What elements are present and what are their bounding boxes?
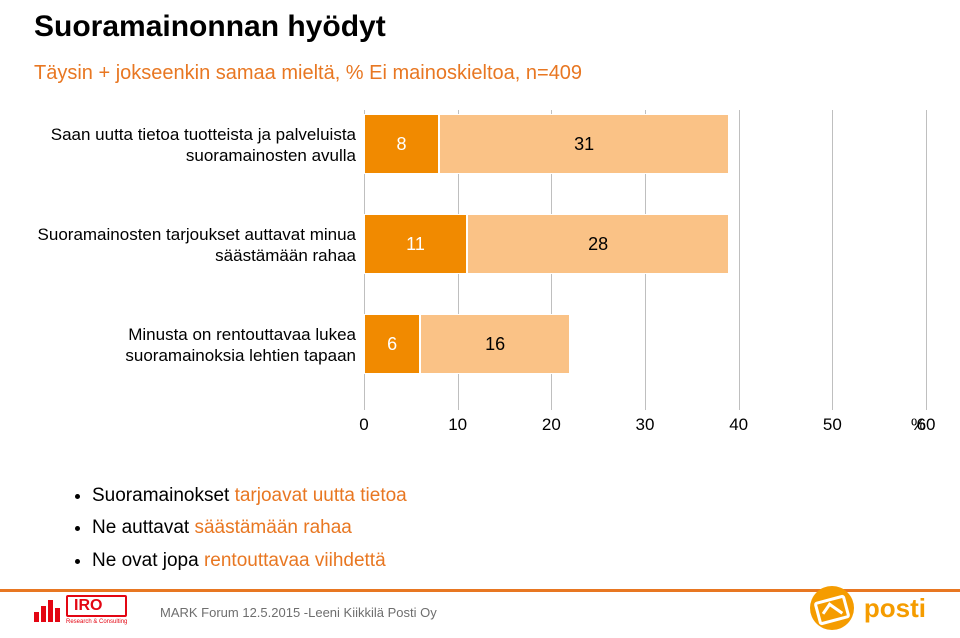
bar-segment-2: 31 (439, 114, 729, 174)
bar-segment-1: 6 (364, 314, 420, 374)
list-item: Suoramainokset tarjoavat uutta tietoa (92, 480, 407, 512)
gridline (926, 110, 927, 410)
bar-segment-2: 16 (420, 314, 570, 374)
bar-row-label: Suoramainosten tarjoukset auttavat minua… (34, 224, 356, 267)
iro-bars-icon (34, 598, 60, 622)
bar-group: 1128 (364, 214, 729, 274)
page-title: Suoramainonnan hyödyt (34, 10, 386, 44)
x-tick-label: 10 (448, 415, 467, 435)
bar-row-label: Saan uutta tietoa tuotteista ja palvelui… (34, 124, 356, 167)
bar-segment-2: 28 (467, 214, 729, 274)
posti-logo: posti (810, 586, 926, 630)
bar-row-label: Minusta on rentouttavaa lukea suoramaino… (34, 324, 356, 367)
iro-logo: IRO Research & Consulting (34, 588, 144, 632)
footer-text: MARK Forum 12.5.2015 -Leeni Kiikkilä Pos… (160, 605, 437, 620)
list-item: Ne ovat jopa rentouttavaa viihdettä (92, 545, 407, 577)
bar-segment-1: 11 (364, 214, 467, 274)
bullet-highlight: säästämään rahaa (194, 517, 351, 538)
bar-group: 831 (364, 114, 729, 174)
bullet-pre: Ne auttavat (92, 517, 194, 538)
gridline (739, 110, 740, 410)
chart-plot-area: 0102030405060%8311128616 (364, 110, 926, 460)
gridline (832, 110, 833, 410)
posti-text: posti (864, 593, 926, 624)
iro-name: IRO (66, 595, 127, 617)
iro-text: IRO Research & Consulting (66, 595, 127, 625)
list-item: Ne auttavat säästämään rahaa (92, 512, 407, 544)
page-subtitle: Täysin + jokseenkin samaa mieltä, % Ei m… (34, 62, 582, 85)
chart-labels-column: Saan uutta tietoa tuotteista ja palvelui… (34, 110, 364, 460)
bullet-highlight: rentouttavaa viihdettä (204, 550, 386, 571)
iro-sub: Research & Consulting (66, 619, 127, 625)
x-tick-label: 40 (729, 415, 748, 435)
x-tick-label: 20 (542, 415, 561, 435)
x-tick-label: 50 (823, 415, 842, 435)
bullet-pre: Ne ovat jopa (92, 550, 204, 571)
bullet-pre: Suoramainokset (92, 485, 235, 506)
posti-icon (810, 586, 854, 630)
x-axis-unit: % (911, 415, 926, 435)
bullet-list: Suoramainokset tarjoavat uutta tietoaNe … (70, 480, 407, 577)
x-tick-label: 30 (636, 415, 655, 435)
bullet-highlight: tarjoavat uutta tietoa (235, 485, 407, 506)
bar-chart: Saan uutta tietoa tuotteista ja palvelui… (34, 110, 926, 460)
bar-group: 616 (364, 314, 570, 374)
bar-segment-1: 8 (364, 114, 439, 174)
x-tick-label: 0 (359, 415, 368, 435)
